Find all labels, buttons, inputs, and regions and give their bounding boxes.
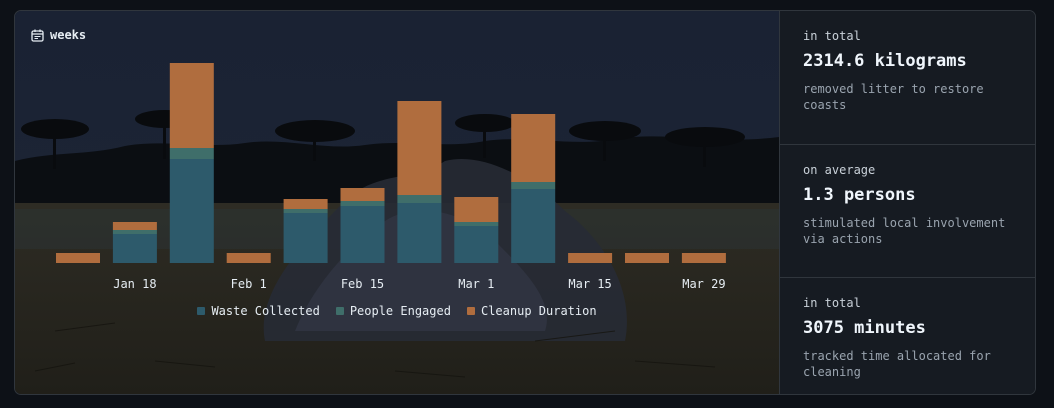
bar-cleanup-duration[interactable] — [454, 197, 499, 222]
x-tick-label: Feb 15 — [341, 277, 384, 291]
bar-cleanup-duration[interactable] — [397, 101, 442, 195]
bar-cleanup-duration[interactable] — [226, 253, 271, 263]
stat-prefix: in total — [803, 296, 861, 310]
bar-cleanup-duration[interactable] — [625, 253, 669, 263]
stats-panel: in total 2314.6 kilograms removed litter… — [780, 11, 1035, 394]
legend-swatch — [335, 307, 344, 315]
stat-value: 2314.6 kilograms — [803, 51, 967, 71]
bar-cleanup-duration[interactable] — [283, 199, 328, 209]
legend-swatch — [466, 307, 475, 315]
range-label: weeks — [50, 28, 87, 42]
bar-people-engaged[interactable] — [169, 148, 214, 159]
stat-value: 3075 minutes — [803, 318, 926, 338]
stat-value: 1.3 persons — [803, 185, 916, 205]
stat-description: tracked time allocated for cleaning — [803, 349, 991, 379]
stat-description: removed litter to restore coasts — [803, 82, 984, 112]
bar-cleanup-duration[interactable] — [169, 63, 214, 148]
x-tick-label: Mar 15 — [568, 277, 611, 291]
bar-people-engaged[interactable] — [511, 182, 556, 189]
bar-people-engaged[interactable] — [397, 195, 442, 203]
bar-cleanup-duration[interactable] — [568, 253, 613, 263]
legend-swatch — [197, 307, 206, 315]
stat-total-duration: in total 3075 minutes tracked time alloc… — [780, 277, 1035, 394]
stat-total-waste: in total 2314.6 kilograms removed litter… — [780, 11, 1035, 143]
bar-people-engaged[interactable] — [283, 209, 328, 213]
bar-waste-collected[interactable] — [112, 234, 157, 263]
bar-cleanup-duration[interactable] — [112, 222, 157, 230]
stat-prefix: on average — [803, 163, 876, 177]
legend-label: People Engaged — [349, 304, 451, 318]
bar-cleanup-duration[interactable] — [340, 188, 385, 201]
legend-label: Cleanup Duration — [480, 304, 597, 318]
bar-waste-collected[interactable] — [169, 159, 214, 263]
legend-item[interactable]: Waste Collected — [197, 304, 320, 318]
bar-cleanup-duration[interactable] — [56, 253, 100, 263]
bar-people-engaged[interactable] — [340, 201, 385, 206]
stat-average-people: on average 1.3 persons stimulated local … — [780, 144, 1035, 277]
bar-waste-collected[interactable] — [397, 203, 442, 263]
bar-cleanup-duration[interactable] — [511, 114, 556, 182]
bar-waste-collected[interactable] — [340, 206, 385, 263]
bar-people-engaged[interactable] — [454, 222, 499, 226]
calendar-icon — [31, 29, 44, 42]
range-selector[interactable]: weeks — [31, 28, 86, 42]
chart-panel: weeks Jan 18 Feb 1 Feb 15 Mar 1 Mar 15 Mar 29… — [15, 11, 780, 394]
x-tick-label: Feb 1 — [231, 277, 267, 291]
bar-waste-collected[interactable] — [454, 226, 499, 263]
bar-waste-collected[interactable] — [511, 189, 556, 263]
x-tick-label: Mar 1 — [458, 277, 494, 291]
legend-item[interactable]: People Engaged — [335, 304, 451, 318]
bar-waste-collected[interactable] — [283, 213, 328, 263]
legend-label: Waste Collected — [211, 304, 320, 318]
x-tick-label: Mar 29 — [682, 277, 725, 291]
chart-legend: Waste Collected People Engaged Cleanup Dur… — [15, 304, 779, 318]
impact-card: weeks Jan 18 Feb 1 Feb 15 Mar 1 Mar 15 Mar 29… — [14, 10, 1036, 395]
stat-description: stimulated local involvement via actions — [803, 216, 1006, 246]
legend-item[interactable]: Cleanup Duration — [466, 304, 597, 318]
x-tick-label: Jan 18 — [113, 277, 156, 291]
bar-people-engaged[interactable] — [112, 230, 157, 234]
stacked-bar-chart: Jan 18 Feb 1 Feb 15 Mar 1 Mar 15 Mar 29 — [56, 63, 726, 291]
bar-cleanup-duration[interactable] — [681, 253, 726, 263]
stat-prefix: in total — [803, 29, 861, 43]
